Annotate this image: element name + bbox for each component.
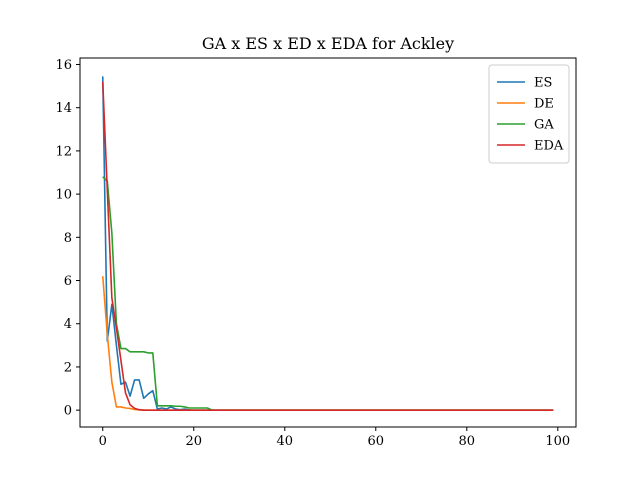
legend: ES DE GA EDA	[488, 64, 570, 164]
y-tick-label: 12	[55, 144, 72, 159]
legend-label-de: DE	[534, 97, 554, 112]
y-tick-label: 2	[64, 360, 72, 375]
axes-layer: 0 20 40 60 80 100 0 2 4 6 8 10 12 14 16	[55, 58, 570, 449]
y-tick-label: 4	[64, 317, 72, 332]
x-tick-label: 40	[276, 434, 293, 449]
y-tick-label: 14	[55, 101, 72, 116]
chart-title: GA x ES x ED x EDA for Ackley	[202, 34, 454, 53]
plot-frame	[79, 57, 577, 428]
x-tick-label: 0	[99, 434, 107, 449]
y-tick-label: 10	[55, 188, 72, 203]
series-line-eda	[101, 81, 554, 411]
legend-label-es: ES	[534, 76, 552, 91]
y-tick-label: 0	[64, 404, 72, 419]
legend-label-ga: GA	[534, 118, 554, 133]
series-line-de	[101, 276, 554, 411]
series-layer	[101, 76, 554, 411]
y-tick-label: 16	[55, 58, 72, 73]
x-tick-label: 80	[459, 434, 476, 449]
legend-label-eda: EDA	[534, 139, 564, 154]
x-tick-label: 60	[368, 434, 385, 449]
legend-box	[488, 64, 570, 164]
series-line-es	[101, 76, 554, 411]
x-tick-label: 100	[545, 434, 570, 449]
x-tick-label: 20	[185, 434, 202, 449]
series-line-ga	[102, 176, 554, 411]
y-tick-label: 8	[64, 231, 72, 246]
y-tick-label: 6	[64, 274, 72, 289]
